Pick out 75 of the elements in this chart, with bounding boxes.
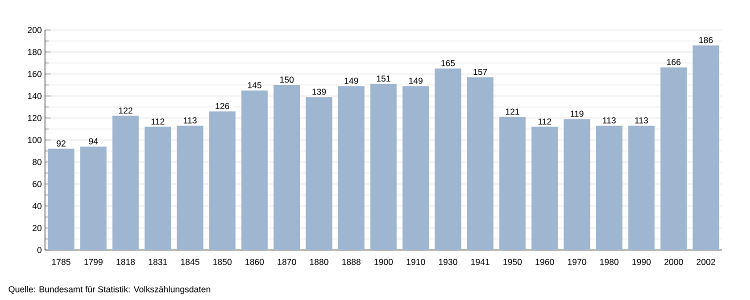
y-tick-label: 100 [28, 136, 42, 144]
x-tick-label: 1850 [213, 258, 232, 265]
x-tick-label: 1990 [632, 258, 651, 265]
x-tick-label: 1831 [148, 258, 168, 265]
bar [531, 126, 558, 250]
bar [48, 148, 74, 250]
bar [660, 67, 687, 250]
y-tick-label: 0 [37, 246, 42, 254]
bar [144, 126, 172, 250]
bar [274, 85, 300, 250]
bar [80, 146, 107, 250]
y-tick-label: 140 [28, 92, 42, 100]
bar [596, 126, 622, 250]
data-label: 113 [602, 117, 616, 124]
bar [306, 97, 332, 250]
x-tick-label: 1785 [52, 258, 70, 265]
data-label: 121 [506, 108, 520, 115]
x-tick-label: 1930 [439, 258, 458, 265]
data-label: 145 [248, 82, 262, 88]
data-label: 126 [216, 103, 230, 110]
data-label: 92 [56, 140, 66, 147]
source-note: Quelle: Bundesamt für Statistik: Volkszählungsdaten [8, 286, 210, 294]
bar [176, 126, 204, 250]
bar [692, 45, 720, 250]
x-tick-label: 1799 [84, 258, 103, 265]
y-tick-label: 20 [32, 224, 42, 232]
data-label: 149 [409, 78, 423, 84]
data-label: 119 [570, 110, 584, 117]
data-label: 113 [635, 117, 648, 124]
bar [112, 116, 139, 250]
bar [499, 116, 526, 250]
x-tick-label: 1941 [471, 258, 490, 265]
bar [467, 77, 494, 250]
x-tick-label: 1970 [568, 258, 586, 265]
data-label: 112 [152, 118, 164, 125]
bar [434, 68, 462, 250]
bar [402, 86, 429, 250]
y-tick-label: 200 [28, 26, 42, 34]
x-tick-label: 2002 [696, 258, 716, 265]
y-tick-label: 60 [32, 180, 42, 188]
x-tick-label: 1888 [342, 258, 361, 265]
bar [564, 119, 590, 250]
data-label: 113 [184, 117, 197, 124]
data-label: 94 [88, 138, 98, 144]
x-tick-label: 2000 [664, 258, 683, 265]
x-tick-label: 1845 [181, 258, 200, 265]
x-tick-label: 1910 [406, 258, 426, 265]
data-label: 112 [538, 118, 552, 125]
x-tick-label: 1960 [536, 258, 554, 265]
data-label: 151 [376, 76, 390, 82]
data-label: 139 [312, 88, 326, 95]
x-tick-label: 1818 [116, 258, 135, 265]
y-tick-label: 120 [28, 114, 42, 122]
data-label: 157 [474, 68, 487, 76]
data-label: 165 [441, 60, 455, 66]
bar [209, 111, 236, 250]
x-tick-label: 1870 [278, 258, 296, 265]
x-tick-label: 1860 [246, 258, 264, 265]
y-tick-label: 40 [32, 202, 42, 210]
data-label: 149 [344, 78, 358, 84]
bar [241, 90, 268, 250]
x-tick-label: 1900 [374, 258, 393, 265]
bar [370, 84, 397, 250]
data-label: 186 [699, 37, 713, 44]
y-tick-label: 160 [28, 70, 42, 78]
bar [628, 126, 655, 250]
x-tick-label: 1950 [503, 258, 522, 265]
data-label: 150 [280, 76, 294, 83]
data-label: 122 [119, 107, 132, 114]
data-label: 166 [667, 59, 680, 66]
x-tick-label: 1880 [310, 258, 328, 265]
bar [338, 86, 364, 250]
x-tick-label: 1980 [600, 258, 618, 265]
y-tick-label: 180 [28, 48, 42, 56]
y-tick-label: 80 [32, 158, 42, 166]
